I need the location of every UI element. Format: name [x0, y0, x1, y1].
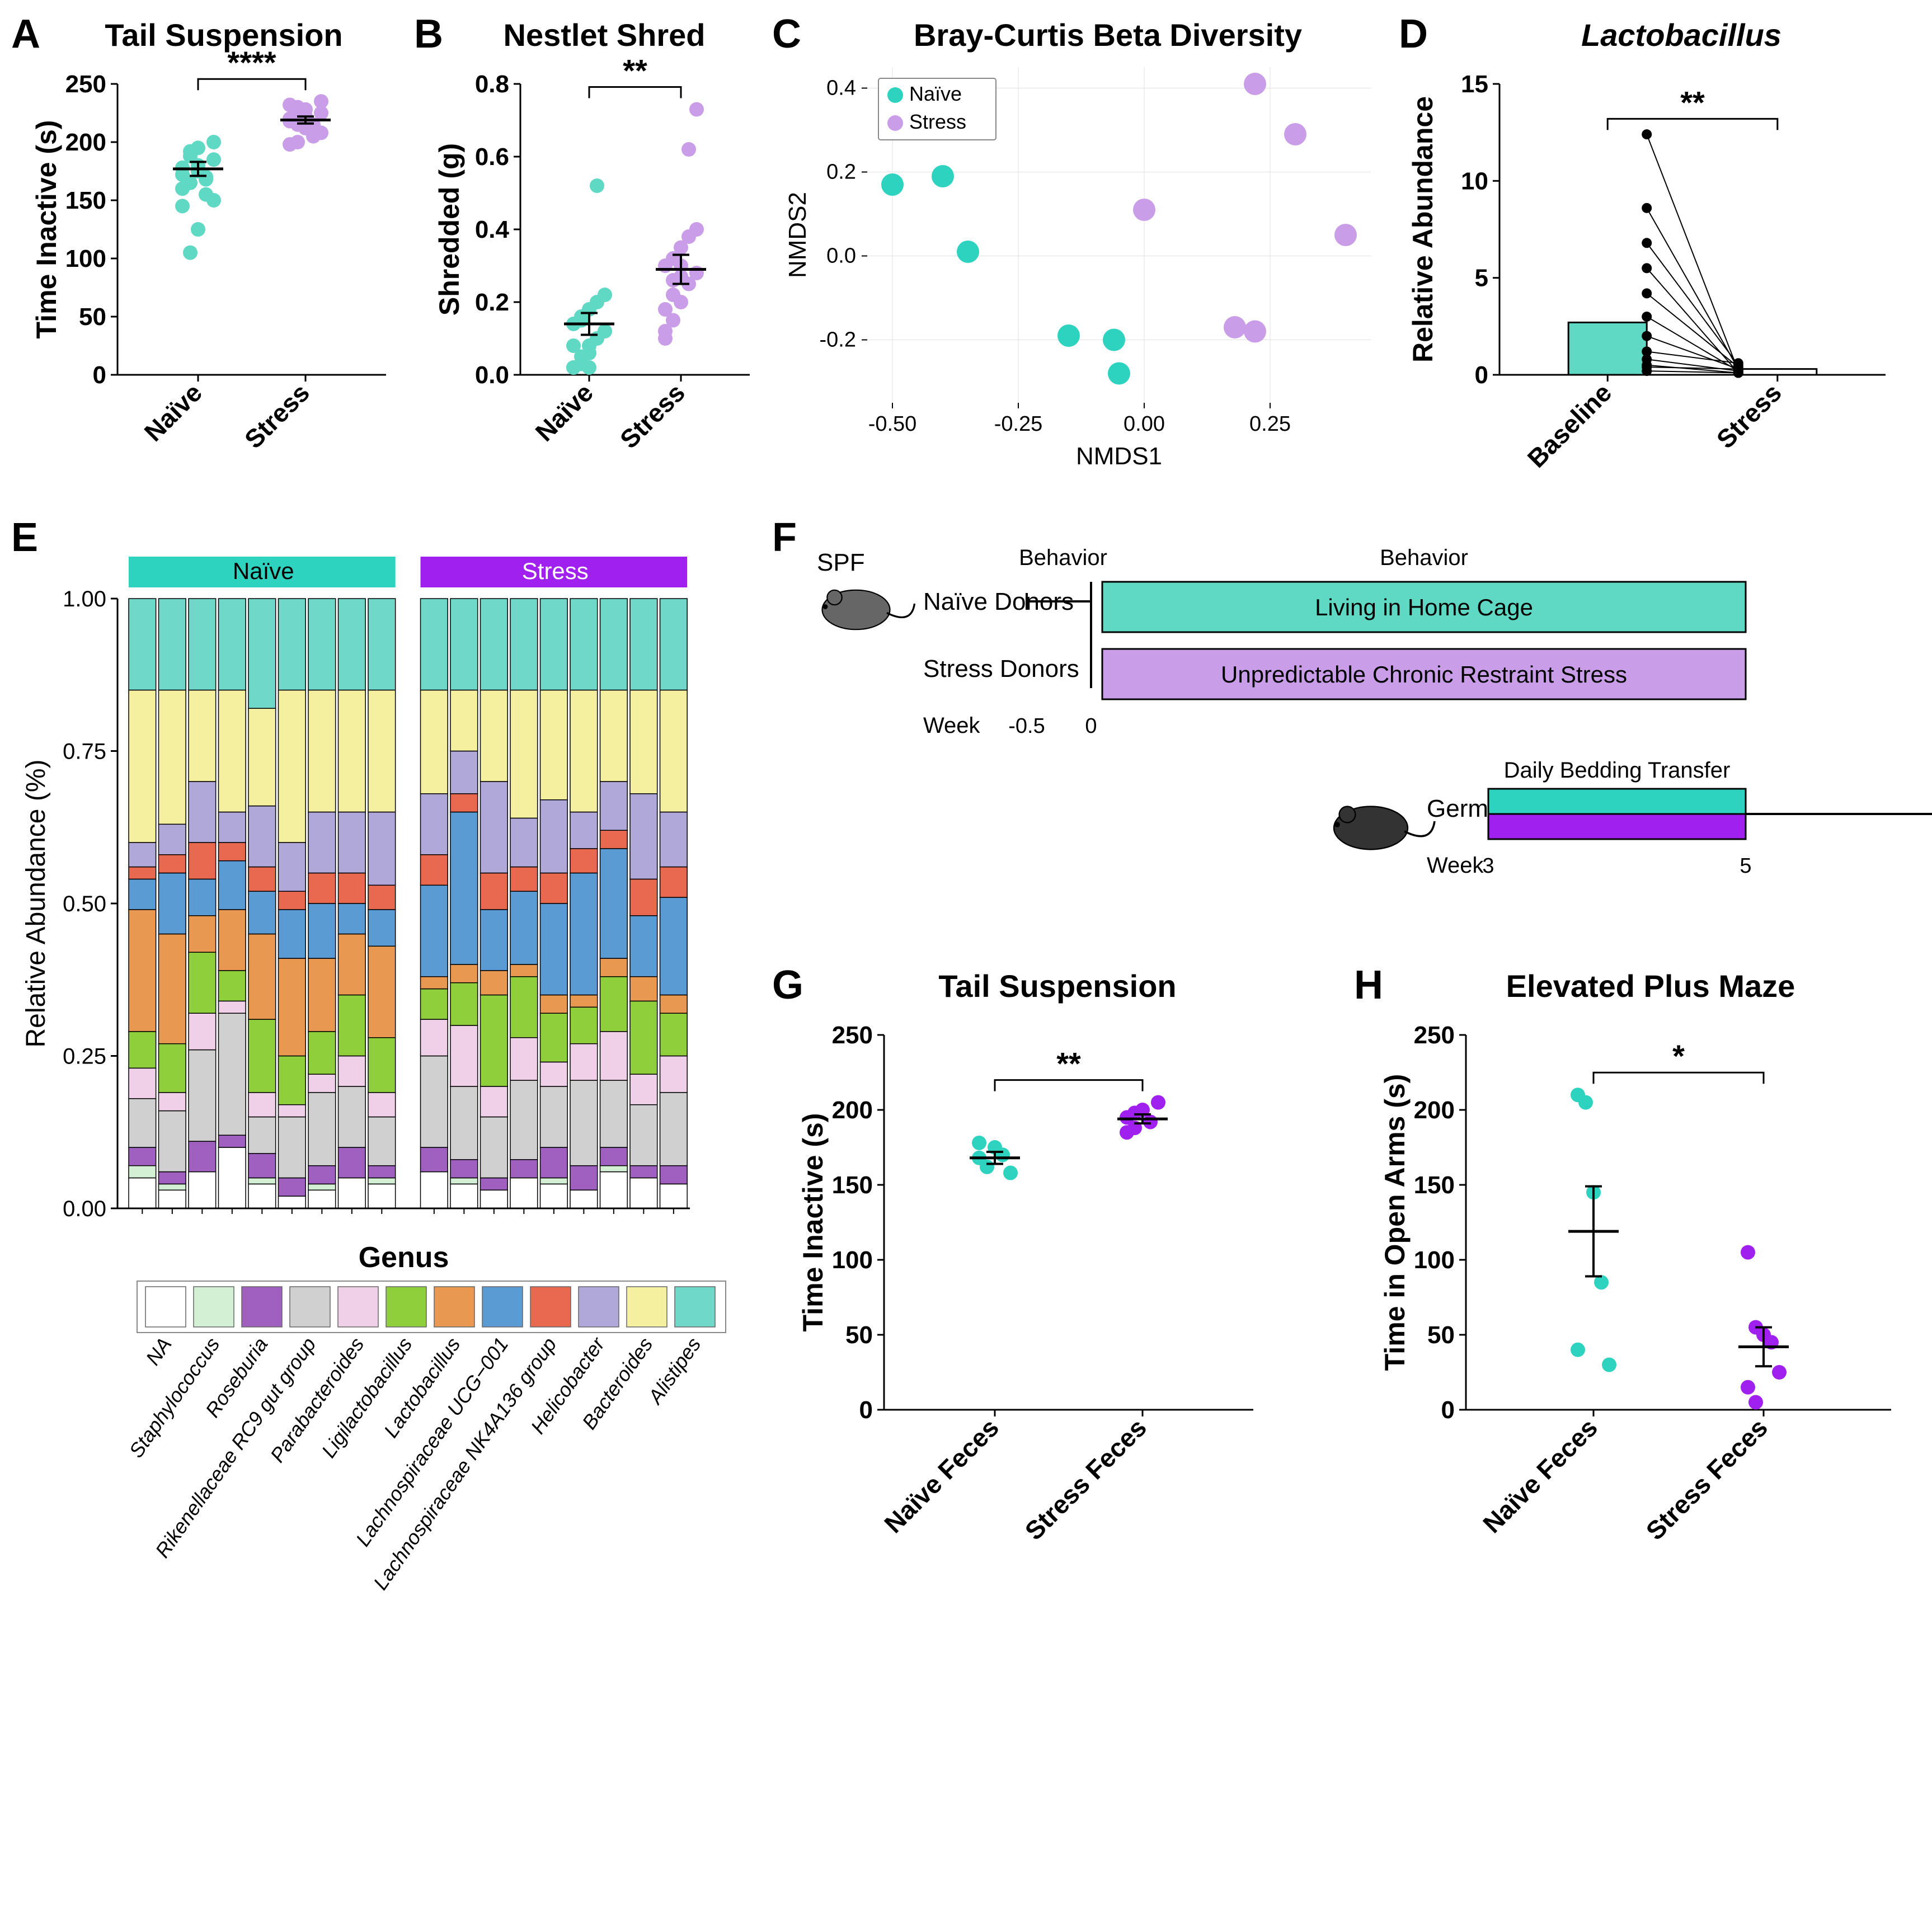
- svg-text:Genus: Genus: [359, 1241, 449, 1274]
- panel-b: B Nestlet Shred 0.00.20.40.60.8Shredded …: [414, 11, 761, 487]
- svg-text:Relative Abundance: Relative Abundance: [1407, 96, 1439, 363]
- svg-text:Naïve Feces: Naïve Feces: [878, 1413, 1004, 1538]
- panel-g: G Tail Suspension 050100150200250Time In…: [772, 962, 1276, 1578]
- svg-text:0.75: 0.75: [63, 740, 106, 764]
- svg-text:200: 200: [65, 129, 106, 156]
- svg-text:250: 250: [65, 70, 106, 98]
- svg-text:0.0: 0.0: [826, 244, 856, 268]
- panel-a-svg: 0 50 100 150 200 250Time Inactive (s) Naïve Str…: [11, 11, 403, 487]
- svg-text:Naïve Feces: Naïve Feces: [1477, 1413, 1603, 1538]
- svg-text:Behavior: Behavior: [1380, 545, 1468, 570]
- svg-text:0.6: 0.6: [475, 143, 509, 171]
- svg-text:Behavior: Behavior: [1019, 545, 1107, 570]
- svg-text:Shredded (g): Shredded (g): [434, 143, 465, 316]
- svg-text:Week: Week: [1427, 853, 1484, 878]
- svg-text:-0.2: -0.2: [820, 328, 856, 352]
- svg-text:NMDS1: NMDS1: [1076, 443, 1162, 470]
- svg-text:Stress Feces: Stress Feces: [1019, 1413, 1152, 1545]
- svg-text:Living in Home Cage: Living in Home Cage: [1315, 594, 1533, 620]
- panel-h-svg: 0 50 100 150 200 250Time in Open Arms (s) Naïv…: [1354, 962, 1914, 1578]
- svg-text:Time Inactive (s): Time Inactive (s): [31, 120, 62, 339]
- svg-text:0: 0: [93, 361, 106, 389]
- svg-text:Relative Abundance (%): Relative Abundance (%): [21, 760, 51, 1048]
- svg-text:Time Inactive (s): Time Inactive (s): [797, 1113, 829, 1332]
- panel-d: D Lactobacillus 051015Relative Abundance…: [1399, 11, 1902, 487]
- svg-text:0.00: 0.00: [1124, 412, 1165, 436]
- svg-text:200: 200: [1414, 1096, 1455, 1124]
- svg-text:*: *: [1672, 1038, 1685, 1074]
- svg-text:150: 150: [832, 1171, 873, 1199]
- svg-text:-0.50: -0.50: [868, 412, 917, 436]
- svg-text:50: 50: [845, 1321, 873, 1349]
- svg-text:Naïve: Naïve: [530, 378, 599, 447]
- svg-text:0.0: 0.0: [475, 361, 509, 389]
- svg-text:Unpredictable Chronic Restrain: Unpredictable Chronic Restraint Stress: [1221, 661, 1627, 688]
- svg-text:250: 250: [832, 1022, 873, 1049]
- svg-text:0: 0: [1441, 1396, 1455, 1424]
- svg-text:Time in Open Arms (s): Time in Open Arms (s): [1379, 1074, 1411, 1371]
- svg-text:NA: NA: [141, 1333, 176, 1369]
- svg-text:100: 100: [1414, 1246, 1455, 1274]
- svg-text:100: 100: [832, 1246, 873, 1274]
- svg-text:****: ****: [227, 45, 276, 80]
- svg-text:3: 3: [1482, 854, 1494, 878]
- svg-text:-0.25: -0.25: [994, 412, 1043, 436]
- svg-text:150: 150: [1414, 1171, 1455, 1199]
- panel-c: C Bray-Curtis Beta Diversity -0.50-0.250…: [772, 11, 1388, 487]
- panel-a: A Tail Suspension 050100150200250Time In…: [11, 11, 403, 487]
- panel-f: F SPFNaïve DonorsStress DonorsWeekBehavi…: [772, 515, 1919, 906]
- svg-text:Stress: Stress: [522, 558, 589, 584]
- svg-text:Week: Week: [923, 713, 981, 738]
- svg-text:250: 250: [1414, 1022, 1455, 1049]
- svg-text:Naïve: Naïve: [139, 378, 208, 447]
- svg-text:200: 200: [832, 1096, 873, 1124]
- svg-text:0.25: 0.25: [63, 1044, 106, 1069]
- svg-text:150: 150: [65, 187, 106, 214]
- panel-d-svg: 0 5 10 15 Relative Abundance Baseline Stress **: [1399, 11, 1902, 487]
- svg-text:1.00: 1.00: [63, 587, 106, 611]
- svg-text:0: 0: [1475, 361, 1488, 389]
- svg-text:5: 5: [1740, 854, 1751, 878]
- panel-f-svg: SPFNaïve DonorsStress DonorsWeekBehavior…: [772, 515, 1919, 906]
- svg-text:Stress: Stress: [239, 378, 315, 454]
- figure-container: A Tail Suspension 050100150200250Time In…: [11, 11, 1921, 1900]
- svg-text:Daily Bedding Transfer: Daily Bedding Transfer: [1504, 758, 1731, 783]
- svg-text:Stress Feces: Stress Feces: [1640, 1413, 1773, 1545]
- svg-text:Naïve: Naïve: [909, 82, 962, 105]
- svg-text:Stress: Stress: [909, 110, 966, 133]
- svg-text:50: 50: [1427, 1321, 1455, 1349]
- svg-text:0.2: 0.2: [475, 289, 509, 316]
- svg-text:10: 10: [1461, 167, 1488, 195]
- svg-text:**: **: [1056, 1046, 1081, 1081]
- panel-e-svg: 0.00 0.25 0.50 0.75 1.00 Relative Abundance (…: [11, 515, 739, 1885]
- svg-text:100: 100: [65, 245, 106, 272]
- svg-text:Stress: Stress: [614, 378, 690, 454]
- svg-text:0.50: 0.50: [63, 892, 106, 916]
- svg-text:0: 0: [1085, 714, 1097, 738]
- svg-text:-0.5: -0.5: [1008, 714, 1045, 738]
- svg-text:Stress: Stress: [1711, 378, 1787, 454]
- panel-h: H Elevated Plus Maze 050100150200250Time…: [1354, 962, 1914, 1578]
- svg-text:**: **: [1680, 84, 1705, 120]
- svg-text:0.2: 0.2: [826, 161, 856, 184]
- svg-text:5: 5: [1475, 265, 1488, 292]
- svg-text:0.25: 0.25: [1249, 412, 1291, 436]
- svg-text:0.4: 0.4: [475, 216, 510, 243]
- svg-text:Baseline: Baseline: [1522, 378, 1618, 473]
- svg-text:**: **: [623, 53, 647, 88]
- svg-text:0.4: 0.4: [826, 77, 856, 100]
- svg-text:15: 15: [1461, 70, 1488, 98]
- svg-text:Naïve: Naïve: [233, 558, 294, 584]
- panel-b-svg: 0.0 0.2 0.4 0.6 0.8 Shredded (g) NaïveStress **: [414, 11, 761, 487]
- svg-text:0.8: 0.8: [475, 70, 509, 98]
- panel-e: E 0.000.250.500.751.00Relative Abundance…: [11, 515, 739, 1885]
- svg-text:50: 50: [79, 303, 106, 331]
- svg-text:Stress Donors: Stress Donors: [923, 655, 1079, 682]
- svg-text:SPF: SPF: [817, 549, 865, 576]
- panel-c-svg: -0.50 -0.25 0.00 0.25 -0.2 0.0 0.2 0.4 NMDS1 NMDS…: [772, 11, 1388, 487]
- svg-text:NMDS2: NMDS2: [784, 192, 811, 278]
- panel-g-svg: 0 50 100 150 200 250 Time Inactive (s) Naïve Fe…: [772, 962, 1276, 1578]
- svg-text:0.00: 0.00: [63, 1197, 106, 1221]
- svg-text:0: 0: [859, 1396, 873, 1424]
